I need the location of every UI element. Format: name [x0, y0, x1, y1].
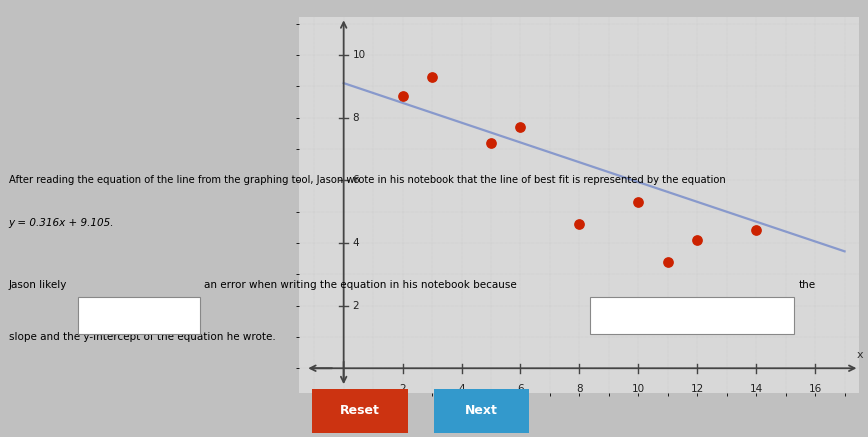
Text: Jason likely: Jason likely: [9, 280, 67, 290]
Text: 12: 12: [691, 384, 704, 394]
Point: [631, 199, 645, 206]
Text: ❯: ❯: [185, 312, 194, 319]
Text: slope and the y-intercept of the equation he wrote.: slope and the y-intercept of the equatio…: [9, 332, 275, 342]
Text: y = 0.316x + 9.105.: y = 0.316x + 9.105.: [9, 218, 115, 229]
Point: [396, 92, 410, 99]
Text: 4: 4: [458, 384, 465, 394]
Text: Reset: Reset: [340, 404, 380, 417]
FancyBboxPatch shape: [307, 387, 413, 435]
Text: x: x: [857, 350, 863, 361]
Point: [484, 139, 498, 146]
Text: 10: 10: [352, 50, 365, 60]
Text: 8: 8: [576, 384, 582, 394]
Text: 14: 14: [750, 384, 763, 394]
Point: [661, 258, 674, 265]
Text: 4: 4: [352, 238, 359, 248]
Text: 8: 8: [352, 113, 359, 123]
Text: 6: 6: [517, 384, 523, 394]
Text: 2: 2: [399, 384, 406, 394]
Point: [690, 236, 704, 243]
Point: [514, 124, 528, 131]
Point: [749, 227, 763, 234]
Text: 10: 10: [632, 384, 645, 394]
Text: 6: 6: [352, 175, 359, 185]
Text: Next: Next: [465, 404, 498, 417]
Text: 2: 2: [352, 301, 359, 311]
Text: After reading the equation of the line from the graphing tool, Jason wrote in hi: After reading the equation of the line f…: [9, 175, 726, 185]
FancyBboxPatch shape: [429, 387, 535, 435]
Text: the: the: [799, 280, 816, 290]
Text: an error when writing the equation in his notebook because: an error when writing the equation in hi…: [204, 280, 516, 290]
Text: ❯: ❯: [779, 312, 788, 319]
Text: 16: 16: [808, 384, 822, 394]
Point: [425, 73, 439, 80]
Point: [572, 221, 586, 228]
